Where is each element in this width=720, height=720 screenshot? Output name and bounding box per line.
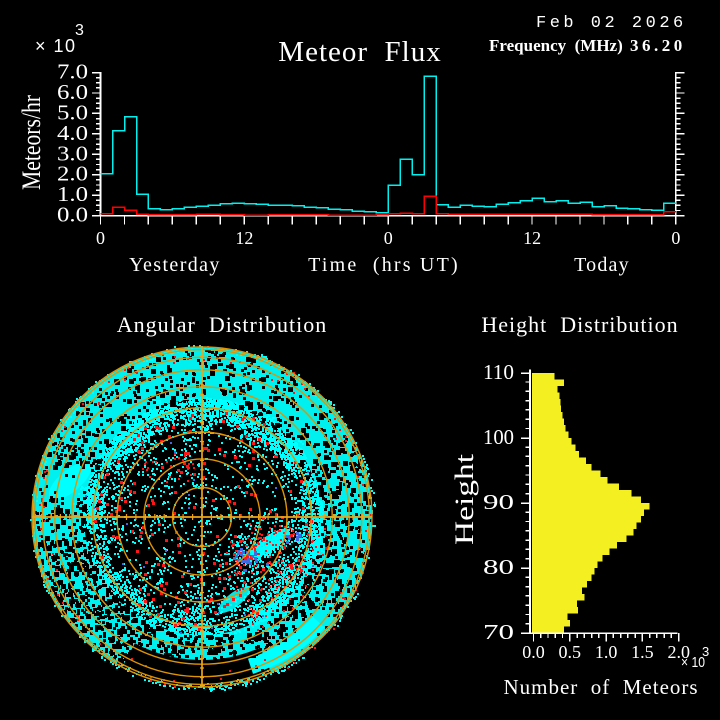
svg-text:110: 110	[483, 360, 514, 384]
svg-text:1.0: 1.0	[57, 182, 88, 206]
svg-text:× 10: × 10	[681, 654, 705, 671]
svg-text:Meteor Flux: Meteor Flux	[278, 36, 441, 68]
svg-text:80: 80	[483, 555, 514, 579]
svg-text:0.5: 0.5	[559, 642, 582, 662]
svg-text:2.0: 2.0	[667, 642, 690, 662]
svg-text:3: 3	[702, 644, 709, 659]
svg-text:0: 0	[96, 228, 105, 248]
svg-text:7.0: 7.0	[57, 60, 88, 84]
svg-text:1.5: 1.5	[631, 642, 654, 662]
svg-text:Height Distribution: Height Distribution	[481, 312, 678, 337]
svg-text:0: 0	[384, 228, 393, 248]
svg-text:0: 0	[671, 228, 680, 248]
svg-text:Number of Meteors: Number of Meteors	[503, 675, 698, 699]
svg-text:Frequency (MHz): Frequency (MHz)	[489, 36, 623, 55]
svg-text:3.0: 3.0	[57, 141, 88, 165]
svg-text:Yesterday: Yesterday	[129, 254, 221, 276]
svg-text:Today: Today	[574, 254, 630, 276]
svg-text:4.0: 4.0	[57, 121, 88, 145]
svg-text:70: 70	[483, 620, 514, 644]
svg-text:× 10: × 10	[35, 36, 77, 56]
svg-text:Meteors/hr: Meteors/hr	[17, 95, 46, 190]
svg-text:Time (hrs UT): Time (hrs UT)	[308, 254, 460, 276]
svg-text:0.0: 0.0	[522, 642, 545, 662]
svg-text:100: 100	[483, 425, 514, 449]
svg-text:12: 12	[523, 228, 541, 248]
svg-text:2.0: 2.0	[57, 162, 88, 186]
svg-text:1.0: 1.0	[595, 642, 618, 662]
svg-text:6.0: 6.0	[57, 80, 88, 104]
svg-text:Height: Height	[450, 453, 479, 545]
svg-text:5.0: 5.0	[57, 100, 88, 124]
svg-text:36.20: 36.20	[630, 36, 686, 55]
svg-text:Angular Distribution: Angular Distribution	[117, 312, 327, 337]
svg-text:90: 90	[483, 490, 514, 514]
svg-text:3: 3	[75, 22, 84, 39]
svg-text:Feb 02 2026: Feb 02 2026	[536, 14, 687, 33]
svg-text:12: 12	[235, 228, 253, 248]
svg-text:0.0: 0.0	[57, 203, 88, 227]
